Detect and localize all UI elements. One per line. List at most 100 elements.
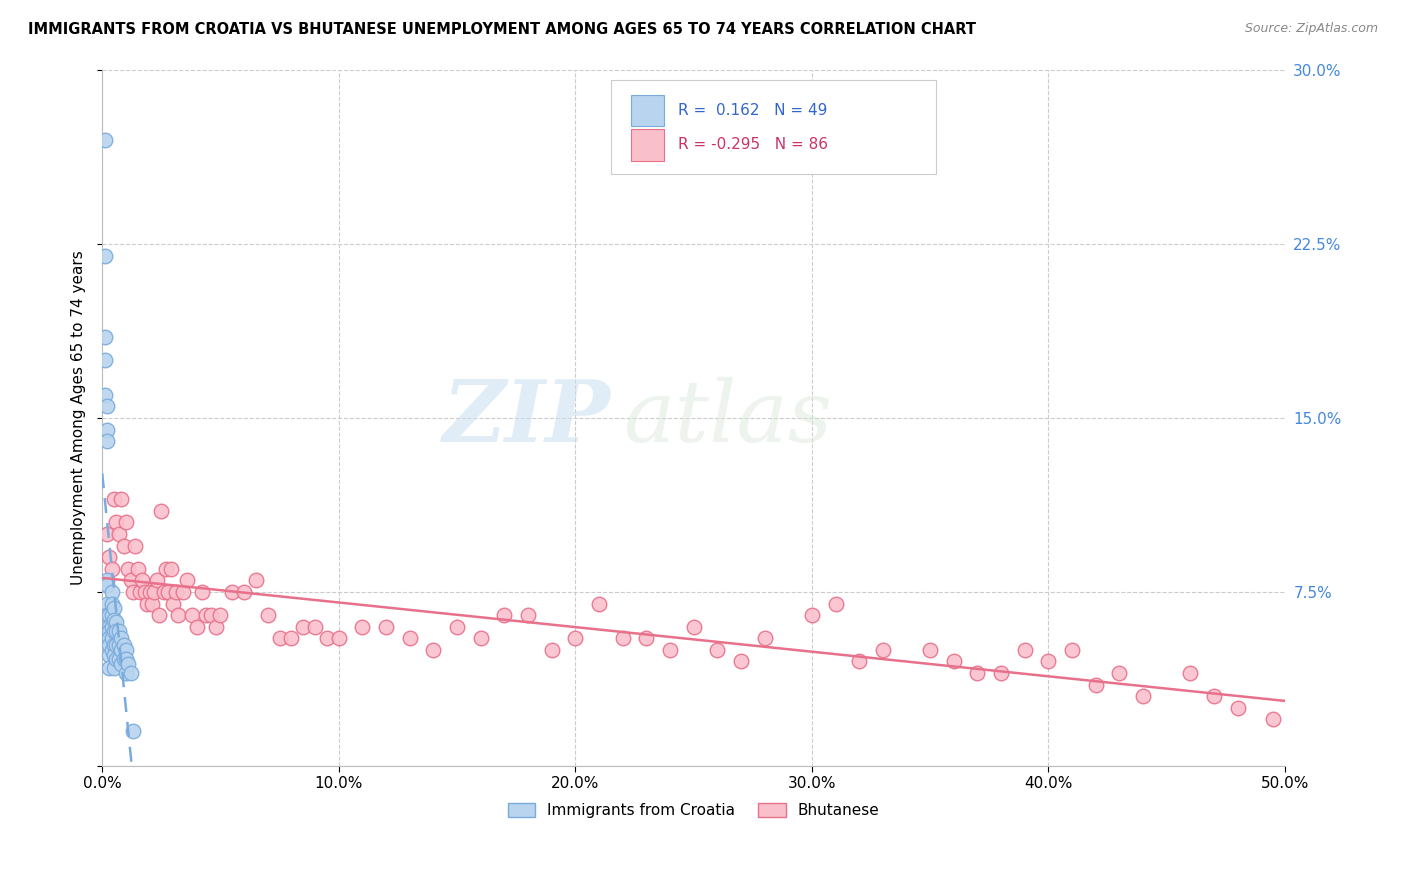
Point xyxy=(564,632,586,646)
Text: R = -0.295   N = 86: R = -0.295 N = 86 xyxy=(678,137,828,153)
Point xyxy=(117,562,139,576)
Point xyxy=(105,652,128,666)
Point xyxy=(280,632,302,646)
Point xyxy=(1108,666,1130,681)
Point xyxy=(190,585,212,599)
Point xyxy=(110,632,132,646)
Point xyxy=(1202,690,1225,704)
Point xyxy=(96,423,118,437)
Point xyxy=(105,615,128,629)
Text: R =  0.162   N = 49: R = 0.162 N = 49 xyxy=(678,103,828,119)
Point xyxy=(636,632,658,646)
Point xyxy=(120,574,142,588)
Point xyxy=(920,643,942,657)
Point xyxy=(658,643,681,657)
Point xyxy=(96,400,118,414)
Point xyxy=(120,666,142,681)
Point xyxy=(612,632,634,646)
Point xyxy=(107,652,129,666)
Point xyxy=(98,638,121,652)
Point xyxy=(328,632,350,646)
Point xyxy=(93,249,115,263)
Point xyxy=(131,574,153,588)
Point xyxy=(115,516,138,530)
FancyBboxPatch shape xyxy=(610,80,936,175)
Point xyxy=(256,608,278,623)
FancyBboxPatch shape xyxy=(631,95,664,127)
Point xyxy=(165,585,187,599)
FancyBboxPatch shape xyxy=(631,129,664,161)
Point xyxy=(122,585,145,599)
Point xyxy=(141,597,163,611)
Point xyxy=(122,724,145,739)
Point xyxy=(1180,666,1202,681)
Point xyxy=(112,539,135,553)
Point xyxy=(96,597,118,611)
Point xyxy=(143,585,166,599)
Point xyxy=(186,620,208,634)
Point xyxy=(117,657,139,671)
Text: Source: ZipAtlas.com: Source: ZipAtlas.com xyxy=(1244,22,1378,36)
Point xyxy=(446,620,468,634)
Point xyxy=(422,643,444,657)
Point xyxy=(98,608,121,623)
Point xyxy=(127,562,149,576)
Point xyxy=(110,492,132,507)
Point xyxy=(100,643,122,657)
Point xyxy=(209,608,232,623)
Point xyxy=(162,597,184,611)
Point xyxy=(221,585,243,599)
Point xyxy=(96,574,118,588)
Point xyxy=(1060,643,1083,657)
Point xyxy=(98,648,121,662)
Point xyxy=(110,643,132,657)
Point xyxy=(148,608,170,623)
Point xyxy=(1132,690,1154,704)
Point xyxy=(1014,643,1036,657)
Point xyxy=(872,643,894,657)
Point xyxy=(98,624,121,639)
Point xyxy=(316,632,339,646)
Point xyxy=(966,666,988,681)
Point xyxy=(105,516,128,530)
Point xyxy=(138,585,160,599)
Text: IMMIGRANTS FROM CROATIA VS BHUTANESE UNEMPLOYMENT AMONG AGES 65 TO 74 YEARS CORR: IMMIGRANTS FROM CROATIA VS BHUTANESE UNE… xyxy=(28,22,976,37)
Point xyxy=(112,652,135,666)
Point xyxy=(292,620,315,634)
Point xyxy=(1038,655,1060,669)
Point xyxy=(103,638,125,652)
Point xyxy=(124,539,146,553)
Point xyxy=(304,620,326,634)
Text: ZIP: ZIP xyxy=(443,376,610,459)
Point xyxy=(942,655,965,669)
Point xyxy=(167,608,190,623)
Point xyxy=(107,624,129,639)
Point xyxy=(93,133,115,147)
Point xyxy=(112,638,135,652)
Point xyxy=(96,527,118,541)
Point xyxy=(98,661,121,675)
Point xyxy=(115,652,138,666)
Point xyxy=(245,574,267,588)
Point xyxy=(103,492,125,507)
Point xyxy=(103,661,125,675)
Point xyxy=(824,597,846,611)
Point xyxy=(105,624,128,639)
Point xyxy=(107,638,129,652)
Point xyxy=(730,655,752,669)
Point xyxy=(105,638,128,652)
Point xyxy=(103,613,125,627)
Point xyxy=(1226,701,1249,715)
Point xyxy=(107,527,129,541)
Point xyxy=(159,562,181,576)
Point xyxy=(375,620,398,634)
Point xyxy=(100,620,122,634)
Point xyxy=(96,608,118,623)
Point xyxy=(754,632,776,646)
Point xyxy=(100,562,122,576)
Point xyxy=(200,608,222,623)
Point xyxy=(134,585,156,599)
Point xyxy=(352,620,374,634)
Point xyxy=(98,620,121,634)
Point xyxy=(93,388,115,402)
